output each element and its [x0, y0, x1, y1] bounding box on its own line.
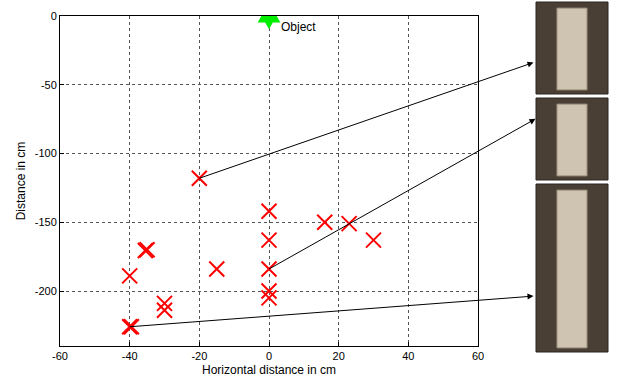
svg-text:-150: -150	[35, 216, 57, 228]
svg-text:20: 20	[333, 350, 345, 362]
svg-text:-50: -50	[41, 79, 57, 91]
svg-text:-200: -200	[35, 285, 57, 297]
svg-text:-60: -60	[52, 350, 68, 362]
svg-text:0: 0	[51, 10, 57, 22]
svg-text:Object: Object	[281, 20, 316, 34]
svg-text:40: 40	[402, 350, 414, 362]
svg-text:Distance in cm: Distance in cm	[14, 142, 28, 221]
svg-text:-20: -20	[191, 350, 207, 362]
svg-text:-40: -40	[122, 350, 138, 362]
svg-text:Horizontal distance in cm: Horizontal distance in cm	[202, 363, 336, 377]
svg-text:60: 60	[472, 350, 484, 362]
svg-text:0: 0	[266, 350, 272, 362]
svg-text:-100: -100	[35, 147, 57, 159]
